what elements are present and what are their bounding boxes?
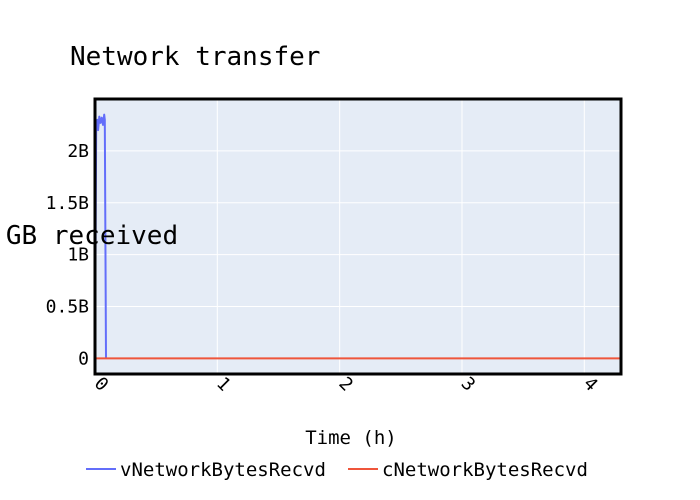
legend-label: cNetworkBytesRecvd <box>382 459 588 481</box>
x-tick-label: 4 <box>579 373 602 396</box>
plot-area <box>95 99 621 374</box>
x-tick-label: 0 <box>90 373 113 396</box>
x-tick-labels: 0 1 2 3 4 <box>90 373 602 396</box>
series-layer <box>94 113 621 360</box>
x-axis-label: Time (h) <box>305 427 397 449</box>
y-axis-label: GB received <box>6 221 178 251</box>
legend-item-vNetworkBytesRecvd[interactable]: vNetworkBytesRecvd <box>86 459 326 481</box>
x-tick-label: 1 <box>212 373 235 396</box>
chart-title: Network transfer <box>70 42 320 72</box>
x-tick-label: 2 <box>334 373 357 396</box>
y-tick-label: 1.5B <box>46 193 89 214</box>
y-tick-label: 2B <box>67 141 89 162</box>
y-tick-labels: 0 0.5B 1B 1.5B 2B <box>46 141 89 370</box>
legend[interactable]: vNetworkBytesRecvd cNetworkBytesRecvd <box>86 459 588 481</box>
y-tick-label: 0.5B <box>46 297 89 318</box>
legend-item-cNetworkBytesRecvd[interactable]: cNetworkBytesRecvd <box>348 459 588 481</box>
x-tick-label: 3 <box>457 373 480 396</box>
y-tick-label: 1B <box>67 245 89 266</box>
y-tick-label: 0 <box>78 348 89 369</box>
series-line-vNetworkBytesRecvd <box>94 113 107 359</box>
plot-border <box>93 97 623 376</box>
legend-label: vNetworkBytesRecvd <box>120 459 326 481</box>
